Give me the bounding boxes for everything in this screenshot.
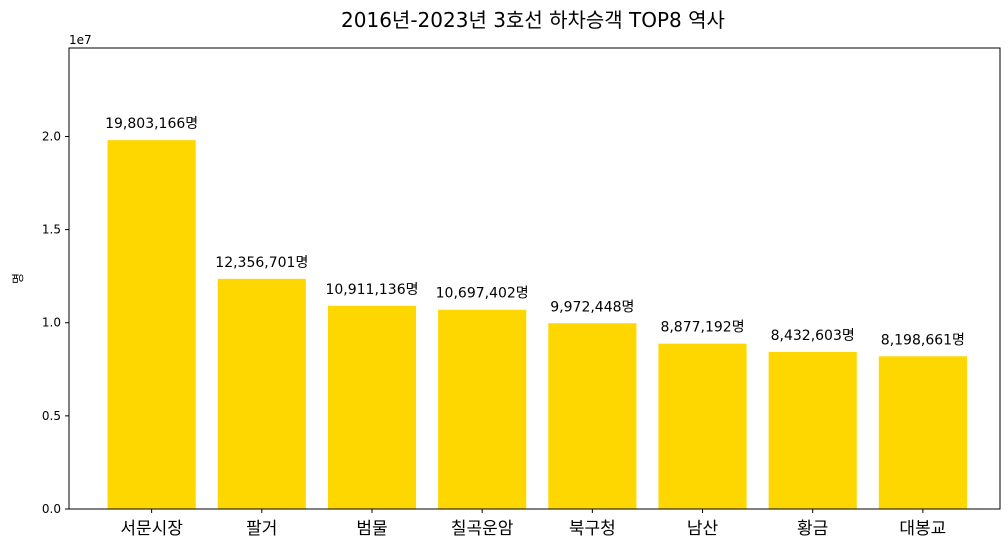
data-label-5: 8,877,192명 xyxy=(660,320,744,336)
bars-group xyxy=(107,140,967,509)
data-label-4: 9,972,448명 xyxy=(550,299,634,315)
y-tick-label-0: 0.0 xyxy=(42,502,61,516)
bar-6 xyxy=(768,351,857,509)
bar-2 xyxy=(327,305,417,509)
bar-4 xyxy=(548,323,637,509)
y-tick-label-4: 2.0 xyxy=(42,129,61,143)
y-tick-label-3: 1.5 xyxy=(42,223,61,237)
plot-frame xyxy=(68,47,1001,510)
data-label-3: 10,697,402명 xyxy=(436,286,529,302)
y-axis-label: 명 xyxy=(11,273,25,284)
data-label-2: 10,911,136명 xyxy=(325,282,418,298)
data-label-7: 8,198,661명 xyxy=(881,332,965,348)
bar-1 xyxy=(217,278,306,509)
y-axis-offset-label: 1e7 xyxy=(69,33,92,47)
x-tick-label-5: 남산 xyxy=(687,519,719,539)
bar-3 xyxy=(438,309,527,509)
y-axis-ticks: 0.0 0.5 1.0 1.5 2.0 xyxy=(42,129,69,516)
chart-title: 2016년-2023년 3호선 하차승객 TOP8 역사 xyxy=(341,8,725,32)
x-tick-label-7: 대봉교 xyxy=(899,519,946,539)
data-label-1: 12,356,701명 xyxy=(215,255,308,271)
y-tick-label-1: 0.5 xyxy=(42,409,61,423)
data-label-0: 19,803,166명 xyxy=(105,116,198,132)
x-tick-label-3: 칠곡운암 xyxy=(451,519,514,539)
x-tick-label-0: 서문시장 xyxy=(120,519,183,539)
bar-5 xyxy=(658,343,747,509)
bar-7 xyxy=(878,356,967,509)
x-tick-label-4: 북구청 xyxy=(569,519,616,539)
data-label-6: 8,432,603명 xyxy=(771,328,855,344)
x-tick-label-1: 팔거 xyxy=(246,519,277,539)
x-axis-ticks: 서문시장 팔거 범물 칠곡운암 북구청 남산 황금 대봉교 xyxy=(120,509,946,539)
x-tick-label-2: 범물 xyxy=(356,519,387,539)
y-tick-label-2: 1.0 xyxy=(42,316,61,330)
data-labels-group: 19,803,166명 12,356,701명 10,911,136명 10,697,… xyxy=(105,116,965,348)
x-tick-label-6: 황금 xyxy=(797,519,828,539)
bar-0 xyxy=(107,140,196,509)
